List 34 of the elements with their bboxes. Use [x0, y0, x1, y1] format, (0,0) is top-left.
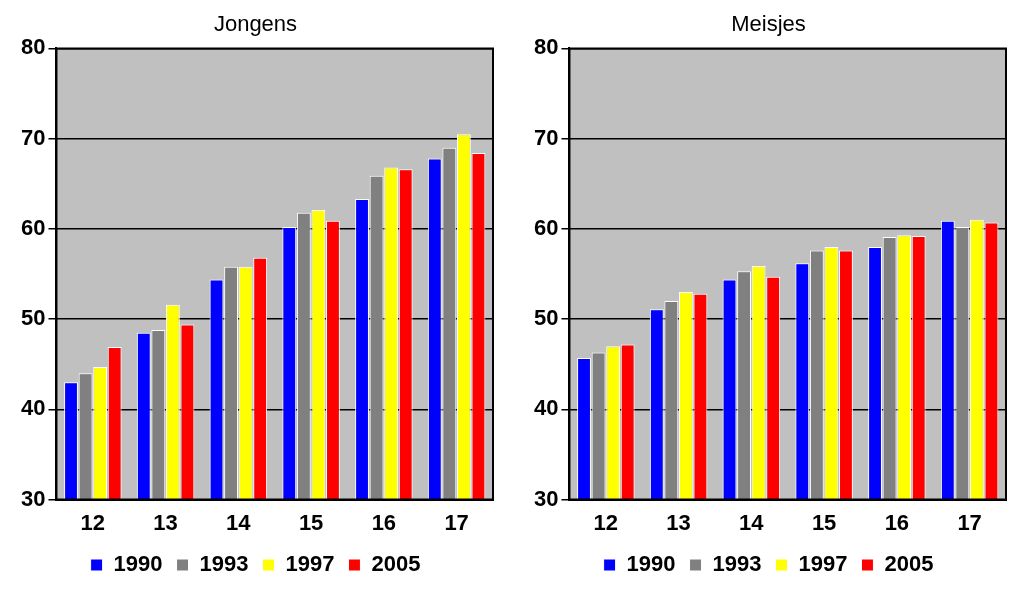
x-tick-label: 14	[226, 509, 252, 535]
x-tick-label: 12	[593, 509, 619, 535]
y-tick-label: 30	[533, 485, 559, 511]
x-tick-label: 17	[957, 509, 982, 535]
y-tick-label: 60	[20, 214, 46, 240]
legend-label: 1993	[712, 551, 762, 577]
chart-title: Jongens	[213, 11, 298, 37]
x-tick-label: 13	[153, 509, 178, 535]
legend-label: 1993	[199, 551, 249, 577]
legend-label: 1990	[626, 551, 676, 577]
legend-label: 1990	[113, 551, 163, 577]
y-tick-label: 50	[533, 305, 559, 331]
x-tick-label: 12	[80, 509, 106, 535]
legend-label: 2005	[371, 551, 421, 577]
x-tick-label: 15	[811, 509, 837, 535]
x-tick-label: 15	[298, 509, 324, 535]
legend-label: 2005	[884, 551, 934, 577]
x-tick-label: 14	[739, 509, 765, 535]
y-tick-label: 80	[533, 34, 559, 60]
y-tick-label: 70	[20, 124, 46, 150]
y-tick-label: 40	[20, 395, 46, 421]
y-tick-label: 60	[533, 214, 559, 240]
y-tick-label: 70	[533, 124, 559, 150]
x-tick-label: 16	[371, 509, 397, 535]
x-tick-label: 17	[444, 509, 469, 535]
y-tick-label: 30	[20, 485, 46, 511]
y-tick-label: 50	[20, 305, 46, 331]
y-tick-label: 40	[533, 395, 559, 421]
legend-label: 1997	[798, 551, 848, 577]
chart-title: Meisjes	[731, 11, 806, 37]
legend-label: 1997	[285, 551, 335, 577]
y-tick-label: 80	[20, 34, 46, 60]
x-tick-label: 16	[884, 509, 910, 535]
x-tick-label: 13	[666, 509, 691, 535]
